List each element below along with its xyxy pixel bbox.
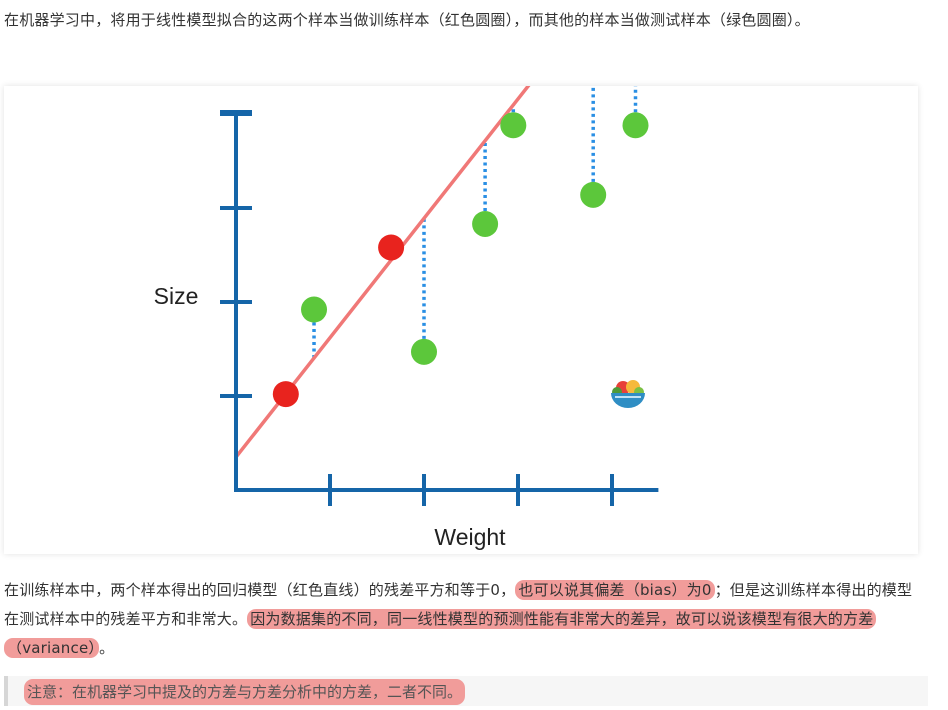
note-text: 注意：在机器学习中提及的方差与方差分析中的方差，二者不同。 xyxy=(24,679,466,705)
training-point xyxy=(378,234,405,261)
regression-figure: Size Weight xyxy=(4,86,918,554)
bias-variance-chart: Size Weight xyxy=(154,86,659,550)
testing-point xyxy=(500,112,527,139)
x-axis-label: Weight xyxy=(434,524,506,550)
testing-point xyxy=(580,181,607,208)
salad-bowl-icon xyxy=(611,380,645,408)
fit-line xyxy=(234,86,531,459)
testing-point xyxy=(622,112,649,139)
bias-highlight: 也可以说其偏差（bias）为0 xyxy=(515,580,715,600)
training-point xyxy=(272,381,299,408)
note-blockquote: 注意：在机器学习中提及的方差与方差分析中的方差，二者不同。 xyxy=(4,676,928,706)
explanation-part-2: ；但是这训练样本得出的模型在测试样本中的残差平方和非常大。 xyxy=(4,581,913,628)
intro-paragraph: 在机器学习中，将用于线性模型拟合的这两个样本当做训练样本（红色圆圈），而其他的样… xyxy=(4,6,924,35)
y-axis-label: Size xyxy=(154,283,199,309)
testing-point xyxy=(472,210,499,237)
explanation-part-1: 在训练样本中，两个样本得出的回归模型（红色直线）的残差平方和等于0， xyxy=(4,581,516,599)
testing-point xyxy=(301,296,328,323)
explanation-paragraph: 在训练样本中，两个样本得出的回归模型（红色直线）的残差平方和等于0， 也可以说其偏… xyxy=(4,576,924,663)
intro-text: 在机器学习中，将用于线性模型拟合的这两个样本当做训练样本（红色圆圈），而其他的样… xyxy=(4,11,810,29)
explanation-part-3: 。 xyxy=(99,639,115,657)
testing-point xyxy=(411,338,437,365)
